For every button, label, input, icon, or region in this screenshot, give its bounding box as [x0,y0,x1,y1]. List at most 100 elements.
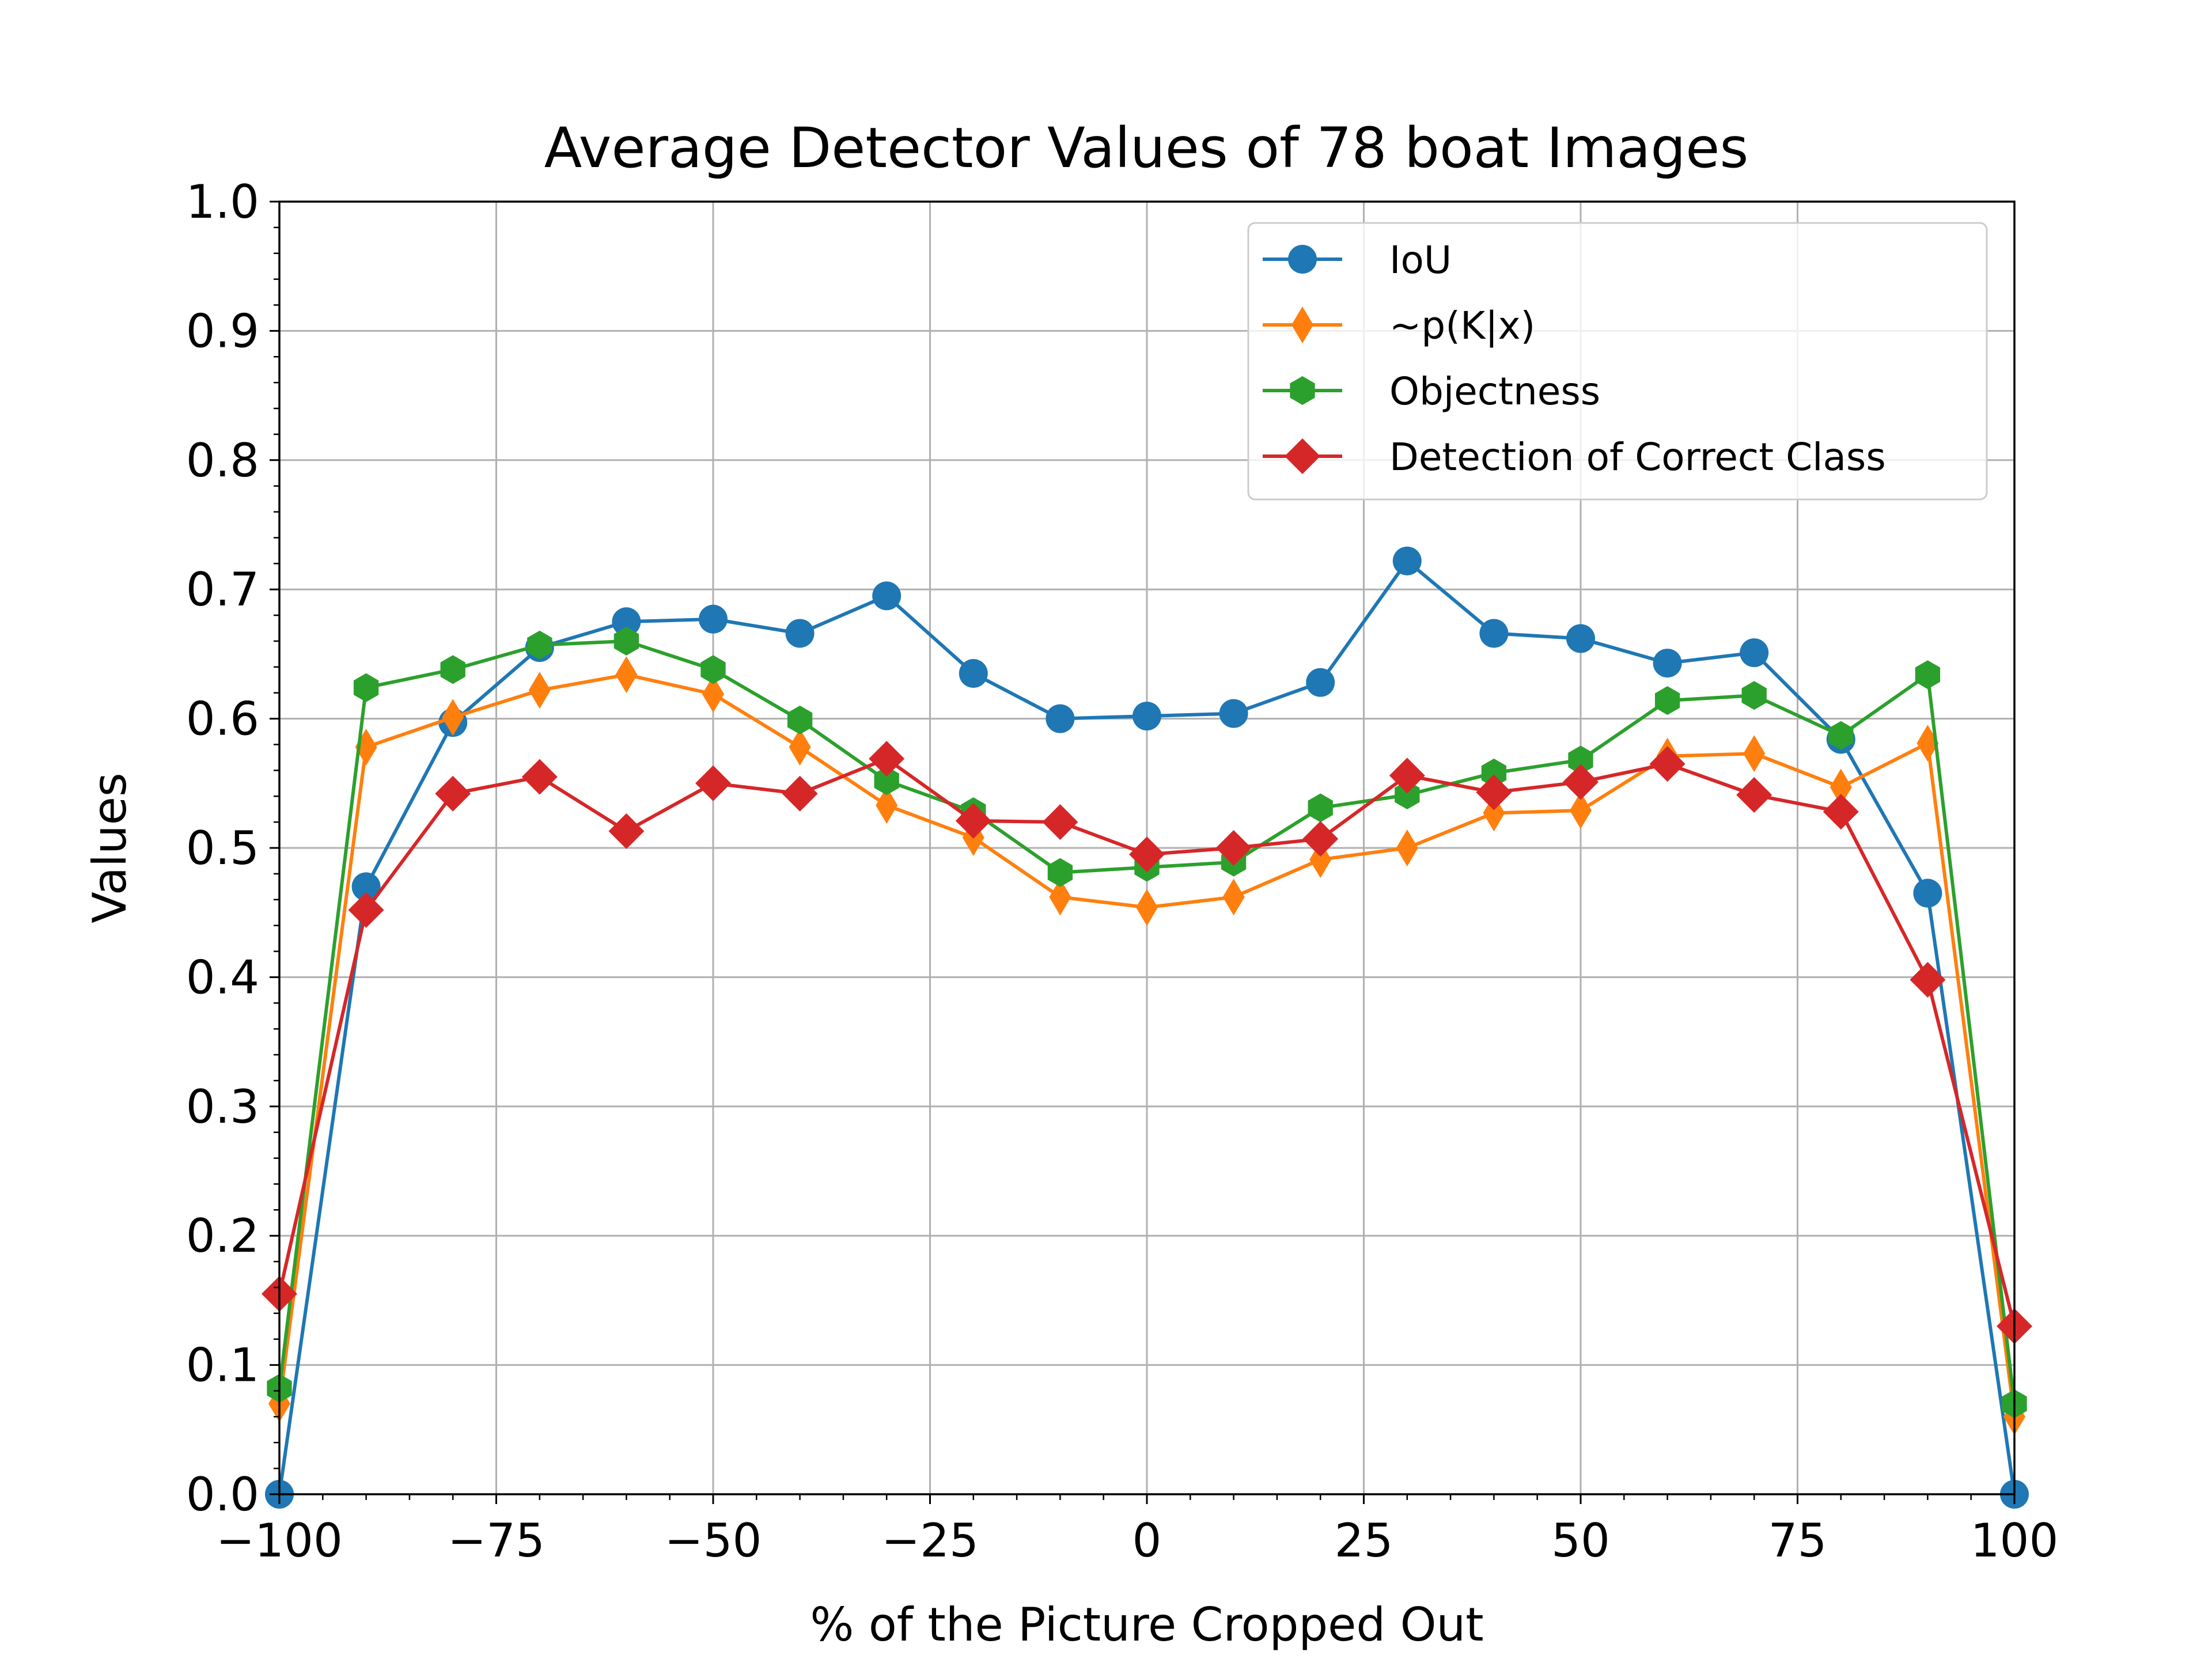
series-objectness-point [874,766,899,796]
series-detection-of-correct-class-point [1910,961,1946,998]
series-detection-of-correct-class-point [869,741,905,777]
series-detection-of-correct-class-point [1823,794,1859,830]
series-iou-point [612,607,641,637]
series-iou-point [1653,649,1682,678]
y-tick-label: 0.3 [186,1080,259,1134]
series-iou-point [1566,624,1595,653]
series-detection-of-correct-class-point [1476,774,1512,810]
tick-labels: −100 −75 −50 −25 0 25 50 75 100 0.0 0.1 0.2 0.3 0.4 0.… [186,175,2059,1567]
y-tick-label: 0.6 [186,692,259,746]
series-objectness-point [613,626,639,656]
series-p-k-x-point [1049,878,1071,916]
x-tick-label: 0 [1132,1514,1162,1567]
series-iou-point [1306,668,1335,697]
series-iou-point [1046,704,1075,733]
y-tick-label: 0.2 [186,1209,259,1263]
series-detection-of-correct-class-point [1302,821,1339,857]
series-detection-of-correct-class [262,741,2032,1344]
series-objectness-point [700,655,726,684]
series-objectness-point [1308,793,1333,823]
series-detection-of-correct-class-point [435,775,471,812]
series-objectness-point [1568,745,1593,775]
y-tick-label: 0.1 [186,1339,259,1392]
legend-detection-of-correct-class-marker [1285,438,1320,474]
legend-detection-of-correct-class-label: Detection of Correct Class [1389,435,1886,479]
y-tick-label: 0.9 [186,304,259,358]
series-detection-of-correct-class-point [1042,804,1078,840]
series-layer [262,546,2032,1509]
legend-objectness-marker [1290,376,1315,405]
series-p-k-x-point [615,656,638,694]
series-objectness-point [1915,660,1941,690]
series-objectness-point [1481,758,1507,787]
series-p-k-x-point [1396,830,1418,866]
series-iou-point [1740,638,1769,668]
series-detection-of-correct-class-point [1563,764,1599,800]
series-p-k-x-point [789,728,811,766]
series-objectness-point [1741,681,1767,710]
series-objectness-point [527,630,552,660]
series-iou-point [1913,878,1942,908]
series-iou-point [785,619,815,648]
x-tick-label: 50 [1551,1514,1610,1567]
series-detection-of-correct-class-point [782,775,818,812]
series-detection-of-correct-class-point [955,802,991,839]
series-objectness-point [1654,686,1680,715]
x-tick-label: −50 [665,1514,762,1567]
series-p-k-x-point [876,786,898,824]
series-p-k-x-point [1222,878,1245,916]
series-detection-of-correct-class-point [521,759,558,795]
series-iou-point [351,872,381,902]
series-iou-point [872,581,902,611]
series-p-k-x-point [702,675,724,713]
x-tick-label: −100 [216,1514,343,1567]
series-detection-of-correct-class-point [608,813,645,849]
y-axis-label: Values [83,772,137,923]
series-detection-of-correct-class-point [1736,777,1772,813]
series-p-k-x-point [1136,889,1158,926]
legend-p-k-x-label: ~p(K|x) [1389,304,1535,348]
series-objectness-point [353,673,379,702]
series-detection-of-correct-class-point [1129,836,1165,873]
legend-objectness-label: Objectness [1389,369,1600,414]
series-objectness-point [787,705,813,734]
x-axis-label: % of the Picture Cropped Out [810,1598,1483,1652]
series-detection-of-correct-class-point [1215,830,1252,866]
y-tick-label: 0.4 [186,950,259,1004]
series-detection-of-correct-class-point [1389,757,1425,794]
legend-iou-marker [1288,245,1317,274]
series-iou-point [1219,699,1248,728]
legend-p-k-x-marker [1291,306,1313,343]
series-objectness-point [1047,858,1073,887]
series-iou-point [1479,619,1509,648]
x-tick-label: 25 [1335,1514,1393,1567]
series-objectness-point [440,655,465,684]
x-tick-label: 100 [1971,1514,2059,1567]
series-iou-point [699,604,728,634]
chart-title: Average Detector Values of 78 boat Image… [544,116,1749,180]
series-iou-point [1132,702,1161,731]
axis-ticks [270,200,2016,1504]
x-tick-label: 75 [1768,1514,1827,1567]
series-p-k-x-point [528,672,551,709]
series-detection-of-correct-class-point [1649,746,1685,782]
series-p-k-x-point [1570,791,1592,829]
series-objectness-point [1395,780,1420,809]
y-tick-label: 0.8 [186,434,259,487]
series-iou-point [959,659,988,688]
legend-iou-label: IoU [1389,238,1452,282]
series-p-k-x-point [1743,735,1766,772]
y-tick-label: 0.5 [186,821,259,875]
legend: IoU ~p(K|x) Objectness Detection of Correct… [1247,222,1988,501]
x-tick-label: −25 [881,1514,979,1567]
series-iou [265,546,2029,1509]
y-tick-label: 0.7 [186,563,259,616]
y-tick-label: 1.0 [186,175,259,229]
y-tick-label: 0.0 [186,1468,259,1521]
series-detection-of-correct-class-point [348,892,384,928]
legend-box [1247,222,1988,501]
series-p-k-x-point [442,699,464,736]
x-tick-label: −75 [448,1514,545,1567]
series-detection-of-correct-class-point [695,765,731,801]
